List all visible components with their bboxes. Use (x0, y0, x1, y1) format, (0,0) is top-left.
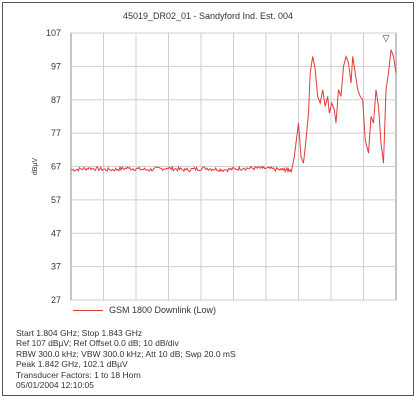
y-tick-label: 57 (51, 195, 61, 205)
y-axis: 107 97 87 77 67 57 47 37 27 dBµV (32, 28, 61, 305)
info-reference-level: Ref 107 dBµV; Ref Offset 0.0 dB; 10 dB/d… (16, 338, 179, 349)
info-bandwidth-settings: RBW 300.0 kHz; VBW 300.0 kHz; Att 10 dB;… (16, 348, 236, 359)
y-tick-label: 47 (51, 228, 61, 238)
y-tick-label: 97 (51, 61, 61, 71)
grid (70, 32, 397, 301)
legend-swatch (73, 309, 103, 311)
info-frequency-range: Start 1.804 GHz; Stop 1.843 GHz (16, 328, 143, 338)
chart-title: 45019_DR02_01 - Sandyford Ind. Est. 004 (122, 11, 294, 21)
info-transducer: Transducer Factors: 1 to 18 Horn (16, 369, 141, 380)
y-axis-label: dBµV (32, 158, 39, 176)
series-line (71, 49, 397, 174)
y-tick-label: 77 (51, 128, 61, 138)
peak-marker-icon: ▽ (383, 33, 390, 43)
y-tick-label: 87 (51, 95, 61, 105)
y-tick-label: 107 (46, 28, 61, 38)
legend-label: GSM 1800 Downlink (Low) (109, 305, 217, 315)
series-layer: ▽ (71, 33, 397, 174)
spectrum-chart: 107 97 87 77 67 57 47 37 27 dBµV ▽ (32, 28, 397, 305)
info-timestamp: 05/01/2004 12:10:05 (16, 380, 94, 391)
info-peak: Peak 1.842 GHz, 102.1 dBµV (16, 359, 128, 370)
y-tick-label: 67 (51, 162, 61, 172)
y-tick-label: 37 (51, 262, 61, 272)
chart-panel: 45019_DR02_01 - Sandyford Ind. Est. 004 … (2, 2, 414, 396)
y-tick-label: 27 (51, 295, 61, 305)
legend: GSM 1800 Downlink (Low) (73, 305, 216, 315)
measurement-info: Start 1.804 GHz; Stop 1.843 GHz Ref 107 … (16, 328, 236, 390)
